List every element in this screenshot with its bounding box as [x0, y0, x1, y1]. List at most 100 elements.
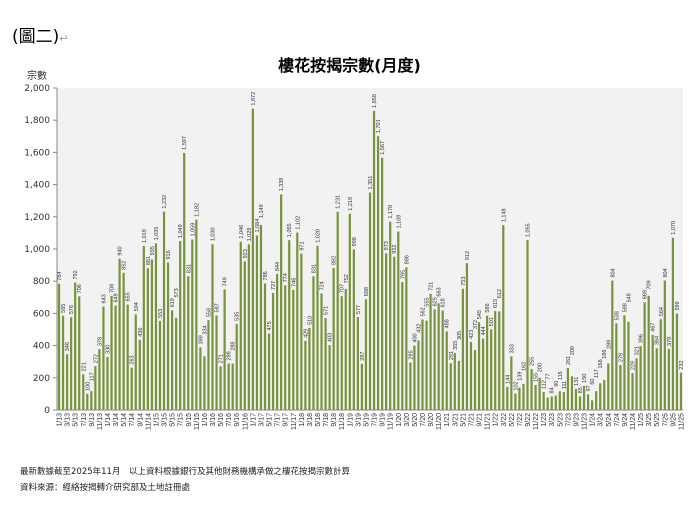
bar: [534, 385, 537, 410]
x-tick-label: 9/24: [622, 413, 629, 427]
bar-value-label: 384: [655, 336, 661, 345]
x-tick-label: 3/19: [355, 413, 362, 427]
x-tick-label: 9/14: [137, 413, 144, 427]
bar: [607, 363, 610, 410]
bar-value-label: 1,046: [239, 225, 245, 239]
bar-value-label: 501: [489, 317, 495, 326]
bar-value-label: 378: [97, 337, 103, 346]
bar-value-label: 562: [421, 307, 427, 316]
bar: [267, 333, 271, 410]
x-tick-label: 1/15: [153, 413, 160, 427]
bar-value-label: 1,020: [315, 229, 321, 243]
bar-value-label: 1,701: [376, 119, 382, 133]
x-tick-label: 5/17: [267, 413, 274, 427]
bar-value-label: 706: [77, 284, 83, 293]
bar: [546, 397, 549, 410]
x-tick-label: 11/18: [339, 413, 346, 430]
bar: [586, 394, 590, 410]
bar-value-label: 1,049: [178, 224, 184, 238]
bar-value-label: 1,019: [142, 229, 148, 243]
bar-value-label: 166: [598, 359, 604, 368]
x-tick-label: 9/18: [331, 413, 338, 427]
bar: [437, 303, 440, 410]
x-tick-label: 3/22: [501, 413, 508, 427]
y-tick-label: 1,600: [24, 148, 50, 158]
y-tick-label: 2,000: [24, 84, 50, 94]
footnote-source: 資料來源：經絡按揭轉介研究部及土地註冊處: [20, 483, 191, 493]
bar: [332, 267, 335, 410]
y-axis-label: 宗數: [27, 71, 47, 82]
bar: [364, 299, 368, 410]
bar-value-label: 186: [602, 350, 608, 359]
bar-value-label: 1,182: [194, 203, 200, 217]
x-tick-label: 7/14: [129, 413, 136, 427]
x-tick-label: 3/23: [549, 413, 556, 427]
bar-value-label: 444: [481, 326, 487, 335]
bar: [578, 396, 582, 410]
x-tick-label: 9/23: [573, 413, 580, 427]
bar-value-label: 774: [283, 273, 289, 282]
bar-value-label: 1,597: [182, 136, 188, 150]
bar: [595, 391, 598, 410]
bar-value-label: 753: [461, 277, 467, 286]
x-tick-label: 5/18: [315, 413, 322, 427]
x-tick-label: 5/25: [654, 413, 661, 427]
bar-value-label: 1,339: [279, 178, 285, 192]
x-tick-label: 5/15: [170, 413, 177, 427]
bar-value-label: 97: [586, 385, 592, 391]
bar: [526, 240, 529, 410]
bar: [263, 283, 267, 410]
bar-value-label: 333: [509, 344, 515, 353]
bar-value-label: 655: [126, 292, 132, 301]
bar-value-label: 708: [110, 284, 116, 293]
bar-value-label: 150: [582, 374, 588, 383]
bar: [223, 289, 226, 410]
bar-value-label: 881: [146, 256, 152, 265]
bar-value-label: 289: [227, 351, 233, 360]
bar: [623, 315, 626, 410]
bar-value-label: 1,029: [247, 228, 253, 242]
bar-value-label: 588: [622, 303, 628, 312]
bar: [78, 296, 81, 410]
bar: [215, 315, 218, 410]
bar: [659, 319, 662, 410]
x-tick-label: 9/19: [380, 413, 387, 427]
bar-chart: 0 200 400 600 800 1,000 1,200 1,400 1,600 1,800 2,…: [24, 84, 685, 430]
x-tick-label: 5/22: [509, 413, 516, 427]
bar-value-label: 1,148: [501, 208, 507, 222]
y-tick-label: 1,200: [24, 213, 50, 223]
x-tick-label: 1/13: [57, 413, 64, 427]
bar: [239, 241, 242, 410]
x-tick-label: 5/23: [557, 413, 564, 427]
bar: [494, 310, 497, 410]
x-tick-label: 7/24: [614, 413, 621, 427]
bar-value-label: 612: [497, 289, 503, 298]
bar: [510, 356, 513, 410]
x-tick-label: 11/17: [291, 413, 298, 430]
bar-value-label: 752: [344, 274, 350, 283]
bar: [490, 329, 493, 410]
bar-value-label: 625: [433, 297, 439, 306]
bar: [550, 396, 553, 410]
x-tick-label: 7/18: [323, 413, 330, 427]
bar: [328, 345, 331, 410]
bar-value-label: 804: [610, 268, 616, 277]
bar: [566, 367, 569, 410]
bar: [518, 387, 521, 410]
bar: [639, 346, 642, 410]
bar-value-label: 334: [202, 325, 208, 334]
bar: [259, 225, 263, 410]
x-tick-label: 7/22: [517, 413, 524, 427]
x-tick-label: 9/20: [428, 413, 435, 427]
y-tick-label: 600: [33, 309, 50, 319]
x-tick-label: 5/24: [606, 413, 613, 427]
y-tick-label: 1,400: [24, 181, 50, 191]
bar: [166, 262, 170, 410]
bar: [102, 306, 105, 410]
bar: [324, 318, 327, 410]
bar-value-label: 852: [122, 261, 128, 270]
bar: [449, 363, 452, 410]
bar: [481, 338, 485, 410]
bar: [90, 391, 93, 410]
bar-value-label: 389: [198, 335, 204, 344]
